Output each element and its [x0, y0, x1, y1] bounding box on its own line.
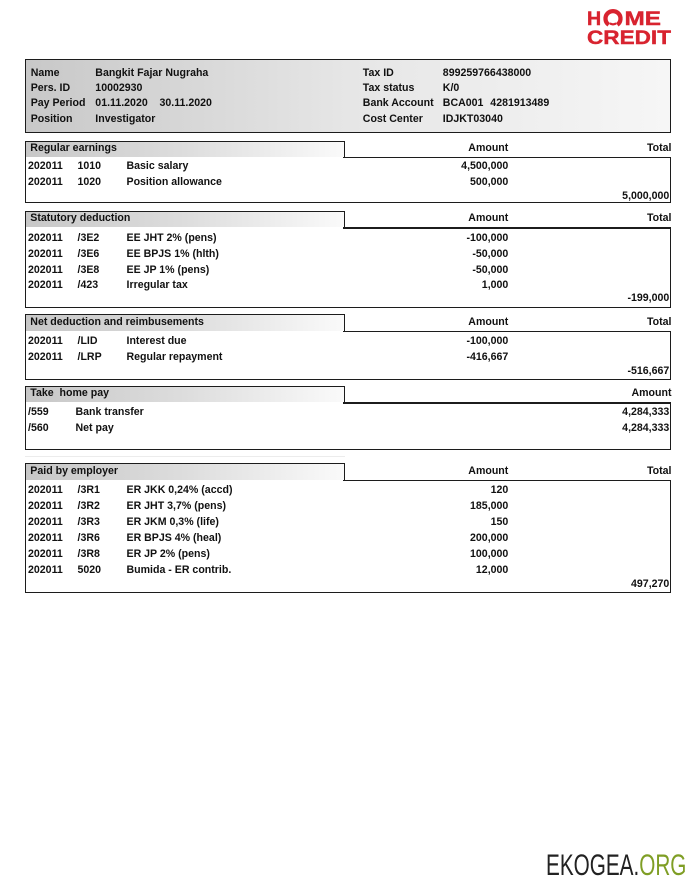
svg-text:H: H [587, 9, 601, 30]
svg-text:ME: ME [625, 9, 662, 30]
svg-text:CREDIT: CREDIT [587, 28, 671, 49]
